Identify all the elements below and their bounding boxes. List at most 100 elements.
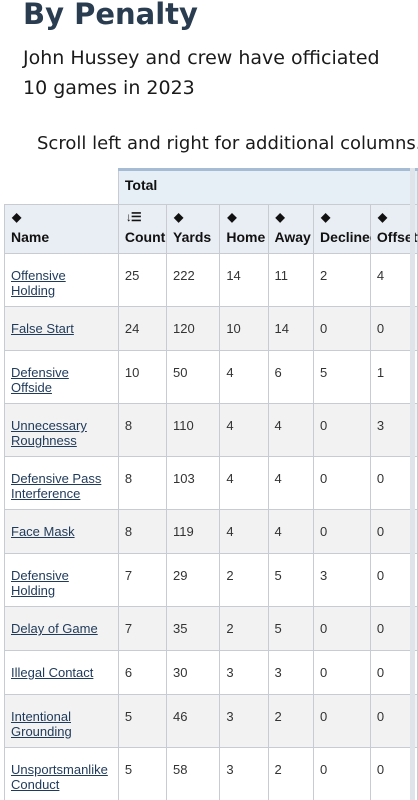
away-cell: 14 <box>267 306 315 351</box>
declined-column-header[interactable]: ◆ Declined <box>313 204 378 254</box>
section-heading: By Penalty <box>23 0 198 31</box>
home-cell: 4 <box>219 403 269 457</box>
yards-cell: 120 <box>166 306 221 351</box>
yards-column-header[interactable]: ◆ Yards <box>166 204 221 254</box>
count-cell: 8 <box>117 403 168 457</box>
yards-cell: 222 <box>166 253 221 307</box>
column-label: Offsetting <box>376 229 418 245</box>
table-row: Defensive Pass Interference 8 103 4 4 0 … <box>4 456 418 510</box>
count-column-header[interactable]: ↓☰ Count <box>117 204 168 254</box>
yards-cell: 35 <box>166 606 221 651</box>
away-cell: 3 <box>267 650 315 695</box>
penalty-link[interactable]: Defensive Offside <box>11 365 69 395</box>
sort-icon: ◆ <box>227 210 237 224</box>
table-row: Defensive Holding 7 29 2 5 3 0 <box>4 553 418 607</box>
penalty-link[interactable]: Face Mask <box>11 524 75 539</box>
name-column-header[interactable]: ◆ Name <box>4 204 119 254</box>
sort-icon: ◆ <box>174 210 184 224</box>
declined-cell: 2 <box>313 253 371 307</box>
column-label: Name <box>11 229 50 245</box>
horizontal-scroll-rail[interactable] <box>410 168 415 800</box>
yards-cell: 58 <box>166 747 221 800</box>
declined-cell: 3 <box>313 553 371 607</box>
table-row: Face Mask 8 119 4 4 0 0 <box>4 509 418 554</box>
yards-cell: 119 <box>166 509 221 554</box>
penalty-link[interactable]: Unsportsmanlike Conduct <box>11 762 108 792</box>
penalty-link[interactable]: Defensive Pass Interference <box>11 471 102 501</box>
offsetting-cell: 0 <box>369 747 418 800</box>
away-column-header[interactable]: ◆ Away <box>267 204 315 254</box>
home-cell: 3 <box>219 650 269 695</box>
home-cell: 3 <box>219 694 269 748</box>
column-label: Yards <box>173 229 212 245</box>
table-corner <box>4 169 119 205</box>
away-cell: 4 <box>267 403 315 457</box>
yards-cell: 50 <box>166 350 221 404</box>
count-cell: 25 <box>117 253 168 307</box>
table-row: Defensive Offside 10 50 4 6 5 1 <box>4 350 418 404</box>
offsetting-cell: 0 <box>369 553 418 607</box>
total-group-header: Total <box>117 168 418 205</box>
count-cell: 6 <box>117 650 168 695</box>
penalty-table-scroller[interactable]: Total ◆ Name ↓☰ Count ◆ Yards ◆ Home <box>0 168 418 800</box>
home-cell: 14 <box>219 253 269 307</box>
count-cell: 24 <box>117 306 168 351</box>
count-cell: 10 <box>117 350 168 404</box>
declined-cell: 0 <box>313 456 371 510</box>
crew-summary: John Hussey and crew have officiated 10 … <box>23 47 380 99</box>
sort-descending-icon: ↓☰ <box>125 210 142 224</box>
sort-icon: ◆ <box>377 210 388 224</box>
count-cell: 5 <box>117 747 168 800</box>
column-label: Count <box>124 229 166 245</box>
penalty-link[interactable]: Unnecessary Roughness <box>11 418 87 448</box>
offsetting-column-header[interactable]: ◆ Offsetting <box>369 204 418 254</box>
declined-cell: 0 <box>313 403 371 457</box>
penalty-link[interactable]: Offensive Holding <box>11 268 66 298</box>
away-cell: 5 <box>267 553 315 607</box>
home-cell: 4 <box>219 509 269 554</box>
away-cell: 2 <box>267 694 315 748</box>
offsetting-cell: 1 <box>369 350 418 404</box>
count-cell: 7 <box>117 606 168 651</box>
scroll-hint: Scroll left and right for additional col… <box>37 133 418 154</box>
sort-icon: ◆ <box>12 210 22 224</box>
penalty-link[interactable]: Defensive Holding <box>11 568 69 598</box>
offsetting-cell: 4 <box>369 253 418 307</box>
yards-cell: 110 <box>166 403 221 457</box>
declined-cell: 0 <box>313 606 371 651</box>
table-row: Intentional Grounding 5 46 3 2 0 0 <box>4 694 418 748</box>
yards-cell: 103 <box>166 456 221 510</box>
count-cell: 7 <box>117 553 168 607</box>
sort-icon: ◆ <box>321 210 331 224</box>
yards-cell: 46 <box>166 694 221 748</box>
penalty-link[interactable]: Illegal Contact <box>11 665 94 680</box>
count-cell: 8 <box>117 509 168 554</box>
declined-cell: 0 <box>313 306 371 351</box>
table-row: False Start 24 120 10 14 0 0 <box>4 306 418 351</box>
away-cell: 5 <box>267 606 315 651</box>
column-label: Declined <box>320 229 379 245</box>
sort-icon: ◆ <box>275 210 285 224</box>
home-cell: 4 <box>219 456 269 510</box>
away-cell: 2 <box>267 747 315 800</box>
away-cell: 4 <box>267 456 315 510</box>
offsetting-cell: 0 <box>369 306 418 351</box>
home-cell: 3 <box>219 747 269 800</box>
declined-cell: 5 <box>313 350 371 404</box>
declined-cell: 0 <box>313 509 371 554</box>
table-row: Offensive Holding 25 222 14 11 2 4 <box>4 253 418 307</box>
declined-cell: 0 <box>313 747 371 800</box>
offsetting-cell: 0 <box>369 606 418 651</box>
home-column-header[interactable]: ◆ Home <box>219 204 269 254</box>
yards-cell: 29 <box>166 553 221 607</box>
declined-cell: 0 <box>313 650 371 695</box>
penalty-link[interactable]: Intentional Grounding <box>11 709 72 739</box>
offsetting-cell: 0 <box>369 694 418 748</box>
count-cell: 8 <box>117 456 168 510</box>
penalty-link[interactable]: False Start <box>11 321 74 336</box>
home-cell: 2 <box>219 606 269 651</box>
column-label: Home <box>226 229 266 245</box>
penalty-link[interactable]: Delay of Game <box>11 621 98 636</box>
count-cell: 5 <box>117 694 168 748</box>
offsetting-cell: 0 <box>369 509 418 554</box>
